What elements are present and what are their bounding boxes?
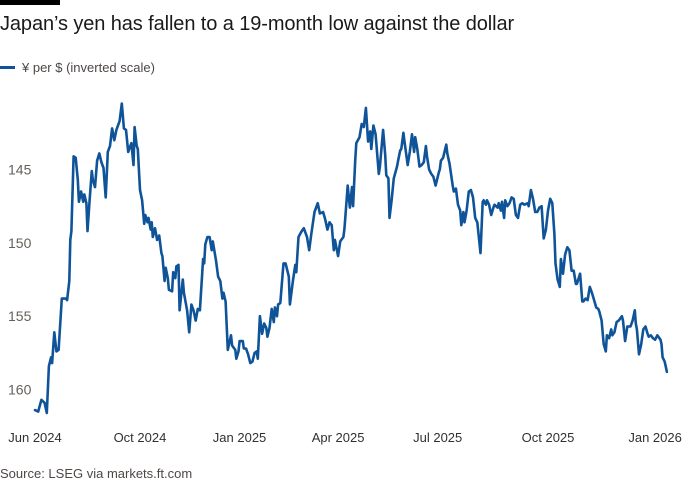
x-tick-label: Jun 2024: [8, 430, 62, 445]
x-tick-label: Jan 2025: [213, 430, 267, 445]
x-tick-label: Jan 2026: [628, 430, 682, 445]
x-axis: Jun 2024 Oct 2024 Jan 2025 Apr 2025 Jul 2025…: [8, 430, 682, 445]
y-tick-label: 155: [8, 308, 32, 324]
x-tick-label: Apr 2025: [312, 430, 365, 445]
source-note: Source: LSEG via markets.ft.com: [0, 466, 193, 481]
series-line-yen-per-dollar: [33, 102, 669, 415]
x-tick-label: Oct 2024: [114, 430, 167, 445]
y-tick-label: 145: [8, 162, 32, 178]
y-axis: 145 150 155 160: [8, 162, 32, 398]
x-tick-label: Jul 2025: [413, 430, 462, 445]
x-tick-label: Oct 2025: [522, 430, 575, 445]
legend-label: ¥ per $ (inverted scale): [22, 60, 155, 75]
legend: ¥ per $ (inverted scale): [0, 60, 155, 75]
legend-line-swatch: [0, 66, 15, 69]
y-tick-label: 160: [8, 382, 32, 398]
chart-title: Japan’s yen has fallen to a 19-month low…: [0, 13, 515, 35]
brand-bar: [0, 0, 60, 5]
y-tick-label: 150: [8, 235, 32, 251]
